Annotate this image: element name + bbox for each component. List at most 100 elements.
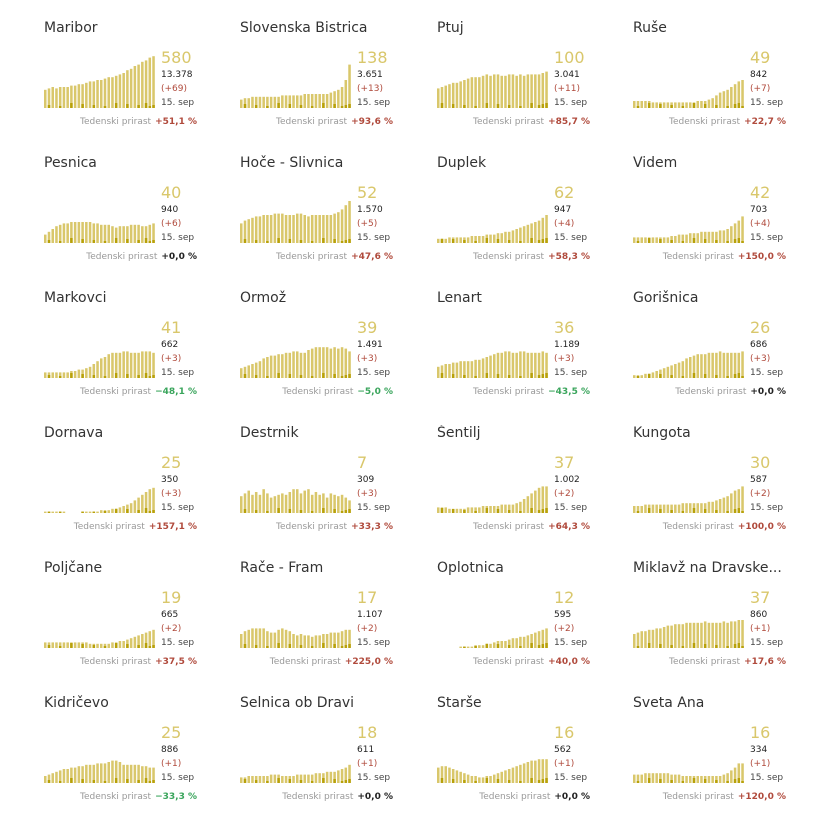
bar (737, 489, 741, 513)
bar (670, 365, 673, 378)
new-cases-bar (299, 780, 303, 783)
bar (733, 490, 737, 513)
bar (478, 645, 481, 648)
bar (100, 763, 103, 783)
bar (269, 632, 273, 648)
daily-delta: (+4) (750, 219, 771, 229)
bar (111, 352, 114, 378)
new-cases-bar (496, 509, 500, 513)
new-cases-bar (322, 508, 325, 513)
bar (515, 352, 518, 378)
bar-chart (44, 629, 155, 648)
chart-cell: Ormož 39 1.491 (+3) 15. sep Tedenski prirast −… (240, 290, 430, 420)
bar (273, 355, 277, 378)
bar (251, 364, 254, 378)
new-cases-bar (530, 643, 533, 648)
chart-cell: Hoče - Slivnica 52 1.570 (+5) 15. sep Tedensk… (240, 155, 430, 285)
bar (277, 494, 280, 513)
new-cases-bar (737, 103, 741, 108)
new-cases-bar (692, 238, 696, 243)
bar (440, 87, 444, 108)
bar (137, 764, 140, 783)
new-cases-bar (333, 779, 336, 783)
bar (258, 776, 262, 783)
bar (103, 224, 107, 243)
new-cases-bar (670, 645, 673, 648)
new-cases-bar (152, 780, 155, 783)
bar (266, 96, 269, 108)
new-cases-bar (496, 239, 500, 243)
bar (262, 628, 265, 648)
new-cases-bar (507, 375, 511, 378)
bar (240, 99, 243, 108)
new-cases-bar (333, 644, 336, 648)
bar (700, 622, 703, 648)
growth-label: Tedenski prirast (276, 522, 348, 532)
bar (651, 773, 655, 783)
bar (534, 222, 537, 243)
new-cases-bar (496, 374, 500, 378)
bar (726, 622, 729, 648)
bar (55, 226, 58, 243)
bar (689, 357, 692, 378)
bar (340, 209, 344, 243)
new-cases-bar (144, 643, 148, 648)
bar (251, 628, 254, 648)
bar (522, 351, 526, 378)
bar (148, 767, 152, 783)
bar (681, 102, 685, 108)
bar (303, 774, 306, 783)
new-cases-bar (277, 508, 280, 513)
new-cases-bar (92, 375, 96, 378)
bar-chart (633, 351, 744, 378)
new-cases-bar (507, 645, 511, 648)
bar (519, 636, 522, 648)
bar (651, 372, 655, 378)
bar (696, 101, 699, 108)
daily-delta: (+3) (750, 354, 771, 364)
bar (466, 78, 470, 108)
bar (307, 350, 310, 378)
bar (114, 227, 118, 243)
bar (96, 511, 99, 513)
bar (696, 354, 699, 378)
total-cases: 940 (161, 205, 179, 215)
bar (107, 77, 110, 108)
bar (240, 777, 243, 783)
chart-cell: Miklavž na Dravske... 37 860 (+1) 15. sep Ted… (633, 560, 823, 690)
new-cases-bar (243, 239, 247, 243)
bar (545, 352, 548, 378)
bar-chart (437, 759, 548, 783)
bar (254, 628, 258, 648)
bar (240, 223, 243, 243)
bar (322, 94, 325, 108)
bar (730, 87, 733, 108)
bar (258, 96, 262, 108)
growth-label: Tedenski prirast (473, 252, 545, 262)
chart-cell: Poljčane 19 665 (+2) 15. sep Tedenski prirast… (44, 560, 234, 690)
new-cases-bar (126, 104, 129, 108)
bar (478, 77, 481, 108)
daily-delta: (+69) (161, 84, 188, 94)
bar (730, 352, 733, 378)
bar (541, 351, 545, 378)
bar (493, 74, 496, 108)
bar (545, 71, 548, 108)
bar (493, 234, 496, 243)
bar (141, 634, 144, 648)
bar (299, 634, 303, 648)
bar (733, 621, 737, 648)
daily-delta: (+5) (357, 219, 378, 229)
bar (519, 351, 522, 378)
bar (258, 628, 262, 648)
new-cases-bar (288, 374, 292, 378)
weekly-growth: Tedenski prirast −43,5 % (437, 387, 590, 397)
bar (284, 95, 288, 108)
bar (281, 354, 284, 378)
bar (700, 231, 703, 243)
growth-label: Tedenski prirast (269, 657, 341, 667)
new-cases-bar (659, 644, 662, 648)
bar (55, 511, 58, 513)
bar (296, 635, 299, 648)
